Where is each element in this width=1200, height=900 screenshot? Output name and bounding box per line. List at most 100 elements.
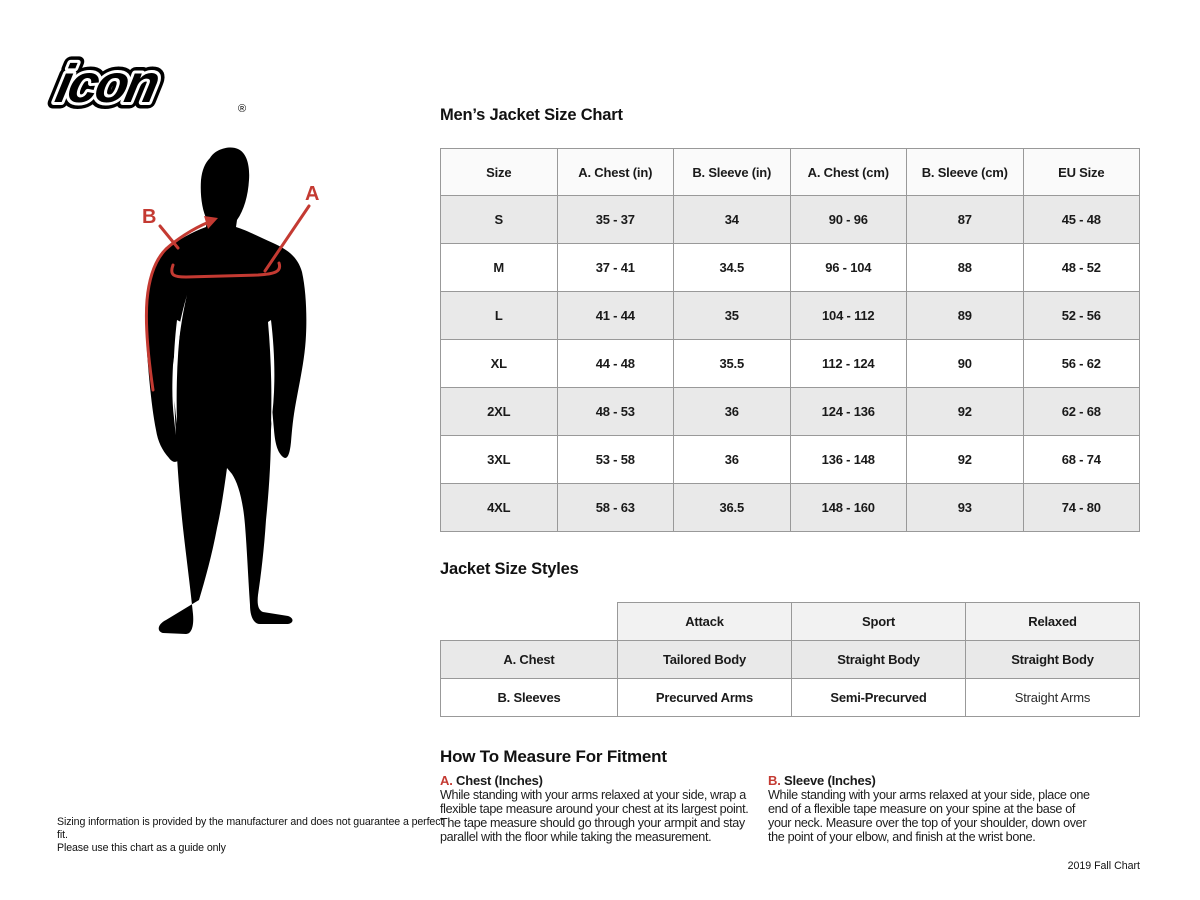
styles-chart-row: B. Sleeves Precurved Arms Semi-Precurved St… xyxy=(440,678,1140,717)
size-label-cell: 4XL xyxy=(440,483,558,532)
size-value-cell: 90 - 96 xyxy=(789,195,907,244)
size-chart-table: Size A. Chest (in) B. Sleeve (in) A. Chest … xyxy=(440,148,1140,532)
size-value-cell: 35 xyxy=(673,291,791,340)
size-value-cell: 48 - 52 xyxy=(1022,243,1140,292)
styles-chart-row: A. Chest Tailored Body Straight Body Straig… xyxy=(440,640,1140,679)
styles-value-cell: Straight Body xyxy=(791,640,966,679)
size-chart-row: XL 44 - 48 35.5 112 - 124 90 56 - 62 xyxy=(440,339,1140,388)
size-value-cell: 90 xyxy=(906,339,1024,388)
size-label-cell: 2XL xyxy=(440,387,558,436)
styles-value-cell: Semi-Precurved xyxy=(791,678,966,717)
size-value-cell: 44 - 48 xyxy=(556,339,674,388)
measure-sleeve-section: B. Sleeve (Inches) While standing with y… xyxy=(768,773,1090,844)
size-chart-title: Men’s Jacket Size Chart xyxy=(440,106,623,124)
size-value-cell: 62 - 68 xyxy=(1022,387,1140,436)
silhouette-gap-right xyxy=(268,320,275,424)
styles-value-cell: Tailored Body xyxy=(617,640,792,679)
label-a-connector xyxy=(263,204,311,273)
styles-row-label-cell: A. Chest xyxy=(440,640,618,679)
icon-logo-outline: icon xyxy=(51,54,164,114)
size-value-cell: 34.5 xyxy=(673,243,791,292)
sleeve-arrowhead-icon xyxy=(204,216,218,229)
chart-version: 2019 Fall Chart xyxy=(1067,860,1140,872)
sizing-disclaimer: Sizing information is provided by the ma… xyxy=(57,816,447,855)
measure-sleeve-heading-text: Sleeve (Inches) xyxy=(784,773,876,788)
size-chart-column-header: B. Sleeve (cm) xyxy=(906,148,1024,196)
size-value-cell: 68 - 74 xyxy=(1022,435,1140,484)
measurement-figure: B A xyxy=(142,147,319,635)
size-value-cell: 36.5 xyxy=(673,483,791,532)
size-value-cell: 88 xyxy=(906,243,1024,292)
size-value-cell: 35 - 37 xyxy=(556,195,674,244)
size-value-cell: 36 xyxy=(673,387,791,436)
size-value-cell: 92 xyxy=(906,387,1024,436)
size-chart-row: 3XL 53 - 58 36 136 - 148 92 68 - 74 xyxy=(440,435,1140,484)
size-value-cell: 58 - 63 xyxy=(556,483,674,532)
sizing-disclaimer-line1: Sizing information is provided by the ma… xyxy=(57,816,444,841)
size-label-cell: S xyxy=(440,195,558,244)
size-value-cell: 96 - 104 xyxy=(789,243,907,292)
size-value-cell: 41 - 44 xyxy=(556,291,674,340)
size-value-cell: 56 - 62 xyxy=(1022,339,1140,388)
size-value-cell: 74 - 80 xyxy=(1022,483,1140,532)
size-label-cell: XL xyxy=(440,339,558,388)
measure-sleeve-letter: B. xyxy=(768,773,781,788)
size-chart-row: S 35 - 37 34 90 - 96 87 45 - 48 xyxy=(440,195,1140,244)
styles-value-cell: Straight Arms xyxy=(965,678,1140,717)
size-value-cell: 52 - 56 xyxy=(1022,291,1140,340)
size-value-cell: 148 - 160 xyxy=(789,483,907,532)
size-value-cell: 136 - 148 xyxy=(789,435,907,484)
size-chart-header-row: Size A. Chest (in) B. Sleeve (in) A. Chest … xyxy=(440,148,1140,196)
chest-measure-line xyxy=(170,261,282,279)
icon-logo-text: icon xyxy=(51,54,164,114)
styles-value-cell: Straight Body xyxy=(965,640,1140,679)
label-b-connector xyxy=(158,224,180,250)
registered-trademark-icon: ® xyxy=(238,103,246,115)
measure-title: How To Measure For Fitment xyxy=(440,747,667,766)
label-b: B xyxy=(142,206,156,228)
standing-man-silhouette xyxy=(146,147,307,635)
measure-chest-heading: A. Chest (Inches) xyxy=(440,773,762,788)
styles-chart-ghost-cell xyxy=(441,603,618,641)
size-chart-row: 2XL 48 - 53 36 124 - 136 92 62 - 68 xyxy=(440,387,1140,436)
size-chart-column-header: Size xyxy=(440,148,558,196)
label-a: A xyxy=(305,183,319,205)
styles-chart-column-header: Attack xyxy=(617,602,792,641)
size-chart-row: L 41 - 44 35 104 - 112 89 52 - 56 xyxy=(440,291,1140,340)
size-value-cell: 112 - 124 xyxy=(789,339,907,388)
styles-chart-title: Jacket Size Styles xyxy=(440,560,579,578)
size-label-cell: L xyxy=(440,291,558,340)
size-value-cell: 92 xyxy=(906,435,1024,484)
size-chart-column-header: A. Chest (in) xyxy=(556,148,674,196)
measure-chest-body: While standing with your arms relaxed at… xyxy=(440,788,749,844)
styles-chart-column-header: Sport xyxy=(791,602,966,641)
styles-row-label-cell: B. Sleeves xyxy=(440,678,618,717)
icon-brand-logo: icon icon icon ® xyxy=(44,52,246,116)
measure-sleeve-heading: B. Sleeve (Inches) xyxy=(768,773,1090,788)
size-value-cell: 87 xyxy=(906,195,1024,244)
styles-chart-header-row: Attack Sport Relaxed xyxy=(441,602,1140,641)
measure-chest-section: A. Chest (Inches) While standing with yo… xyxy=(440,773,762,844)
size-chart-row: 4XL 58 - 63 36.5 148 - 160 93 74 - 80 xyxy=(440,483,1140,532)
measure-sleeve-body: While standing with your arms relaxed at… xyxy=(768,788,1090,844)
size-value-cell: 104 - 112 xyxy=(789,291,907,340)
icon-logo-inline: icon xyxy=(51,54,164,114)
size-value-cell: 45 - 48 xyxy=(1022,195,1140,244)
size-chart-column-header: B. Sleeve (in) xyxy=(673,148,791,196)
size-label-cell: 3XL xyxy=(440,435,558,484)
size-value-cell: 35.5 xyxy=(673,339,791,388)
measure-chest-letter: A. xyxy=(440,773,453,788)
size-value-cell: 93 xyxy=(906,483,1024,532)
styles-chart-table: Attack Sport Relaxed A. Chest Tailored Body… xyxy=(440,602,1140,717)
size-chart-row: M 37 - 41 34.5 96 - 104 88 48 - 52 xyxy=(440,243,1140,292)
styles-value-cell: Precurved Arms xyxy=(617,678,792,717)
size-value-cell: 48 - 53 xyxy=(556,387,674,436)
size-value-cell: 36 xyxy=(673,435,791,484)
size-label-cell: M xyxy=(440,243,558,292)
size-value-cell: 53 - 58 xyxy=(556,435,674,484)
size-value-cell: 89 xyxy=(906,291,1024,340)
size-value-cell: 34 xyxy=(673,195,791,244)
styles-chart-column-header: Relaxed xyxy=(965,602,1140,641)
silhouette-gap-left xyxy=(173,320,181,424)
sizing-disclaimer-line2: Please use this chart as a guide only xyxy=(57,841,226,854)
